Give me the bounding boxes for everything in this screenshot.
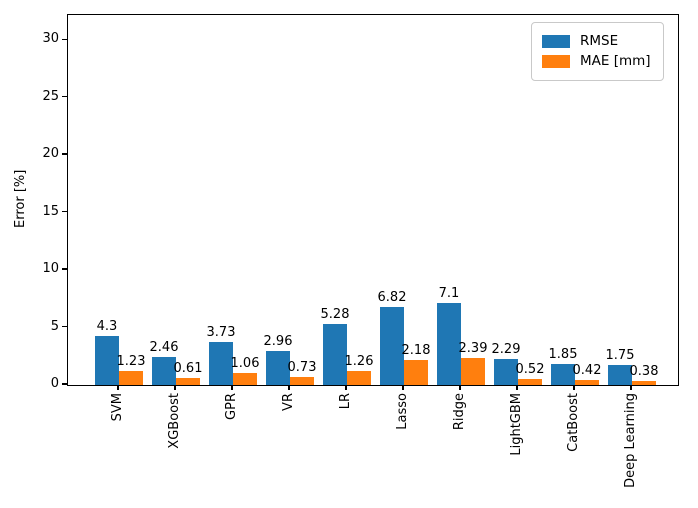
legend-item-rmse: RMSE [542, 33, 651, 50]
bar-value-label: 7.1 [438, 286, 460, 302]
x-tick-mark-lr [345, 385, 347, 391]
x-tick-label-svm: SVM [110, 393, 125, 422]
bar-value-label: 0.61 [173, 360, 203, 376]
bar-rmse-catboost [551, 363, 575, 385]
x-tick-mark-lasso [402, 385, 404, 391]
bar-rmse-vr [266, 351, 290, 385]
x-tick-mark-deep-learning [630, 385, 632, 391]
x-tick-mark-lightgbm [516, 385, 518, 391]
x-tick-label-ridge: Ridge [452, 393, 467, 431]
bar-rmse-lr [323, 324, 347, 385]
bar-value-label: 2.18 [401, 342, 431, 358]
bar-value-label: 6.82 [377, 289, 407, 305]
bar-value-label: 2.96 [263, 333, 293, 349]
x-tick-label-deep-learning: Deep Learning [623, 393, 638, 488]
bar-maemm-lasso [404, 359, 428, 385]
y-tick-mark-15 [62, 210, 67, 213]
y-tick-mark-30 [62, 38, 67, 40]
bar-rmse-lasso [380, 306, 404, 385]
bar-rmse-deep-learning [608, 364, 632, 385]
bar-value-label: 3.73 [206, 325, 236, 341]
y-tick-mark-5 [62, 325, 67, 328]
y-tick-mark-10 [62, 268, 67, 270]
bar-rmse-ridge [437, 303, 461, 385]
bar-value-label: 2.29 [491, 341, 521, 357]
bar-maemm-lr [347, 370, 371, 385]
x-tick-label-xgboost: XGBoost [167, 393, 182, 449]
y-tick-label-25: 25 [42, 88, 59, 104]
bar-maemm-gpr [233, 372, 257, 385]
bar-maemm-ridge [461, 357, 485, 385]
rmse-swatch-icon [542, 35, 570, 48]
x-tick-mark-ridge [459, 385, 461, 391]
bar-value-label: 0.52 [515, 362, 545, 378]
y-tick-mark-25 [62, 96, 67, 98]
bar-value-label: 5.28 [320, 307, 350, 323]
x-tick-label-catboost: CatBoost [566, 393, 581, 452]
bar-value-label: 1.23 [116, 353, 146, 369]
mae-swatch-icon [542, 55, 570, 68]
x-tick-label-lightgbm: LightGBM [509, 393, 524, 456]
bar-maemm-svm [119, 370, 143, 385]
x-tick-mark-catboost [573, 385, 575, 391]
bar-rmse-xgboost [152, 356, 176, 385]
bar-maemm-xgboost [176, 378, 200, 385]
bar-value-label: 0.42 [572, 363, 602, 379]
bar-maemm-lightgbm [518, 379, 542, 385]
x-tick-mark-svm [117, 385, 119, 391]
bar-maemm-vr [290, 376, 314, 385]
bar-value-label: 2.39 [458, 340, 488, 356]
bar-value-label: 1.75 [605, 347, 635, 363]
bar-rmse-gpr [209, 342, 233, 385]
y-tick-label-5: 5 [50, 318, 59, 334]
bar-value-label: 1.06 [230, 355, 260, 371]
bar-value-label: 1.26 [344, 353, 374, 369]
x-tick-label-lasso: Lasso [395, 393, 410, 430]
bar-value-label: 1.85 [548, 346, 578, 362]
legend-item-mae: MAE [mm] [542, 53, 651, 70]
y-tick-mark-0 [62, 383, 67, 385]
bar-value-label: 2.46 [149, 339, 179, 355]
y-tick-label-10: 10 [42, 261, 59, 277]
x-tick-label-lr: LR [338, 393, 353, 410]
x-tick-mark-gpr [231, 385, 233, 391]
legend: RMSE MAE [mm] [531, 22, 664, 81]
y-tick-mark-20 [62, 153, 67, 155]
bar-maemm-catboost [575, 380, 599, 385]
bar-value-label: 4.3 [96, 318, 118, 334]
x-tick-label-gpr: GPR [224, 393, 239, 420]
legend-label-rmse: RMSE [580, 33, 619, 49]
bar-value-label: 0.73 [287, 359, 317, 375]
bar-rmse-svm [95, 335, 119, 385]
bar-rmse-lightgbm [494, 358, 518, 385]
x-tick-label-vr: VR [281, 393, 296, 411]
y-tick-label-20: 20 [42, 146, 59, 162]
bar-value-label: 0.38 [629, 363, 659, 379]
legend-label-mae: MAE [mm] [580, 53, 651, 69]
bar-maemm-deep-learning [632, 380, 656, 385]
x-tick-mark-xgboost [174, 385, 176, 391]
y-tick-label-0: 0 [50, 376, 59, 391]
y-tick-label-15: 15 [42, 203, 59, 219]
y-tick-label-30: 30 [42, 31, 59, 47]
x-tick-mark-vr [288, 385, 290, 391]
